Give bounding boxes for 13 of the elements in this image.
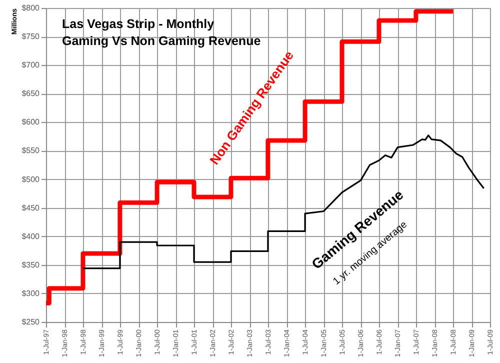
y-tick-label: $250 — [22, 318, 40, 326]
y-tick-label: $450 — [22, 203, 40, 212]
y-tick-label: $600 — [22, 118, 40, 127]
y-tick-label: $650 — [22, 89, 40, 98]
y-tick-label: $550 — [22, 146, 40, 156]
y-tick-label: $500 — [22, 174, 40, 184]
y-tick-label: $700 — [22, 60, 40, 70]
text: Las Vegas Strip - Monthly Gaming Vs Non Gaming Revenue — [62, 17, 261, 48]
y-tick-label: $350 — [22, 260, 40, 270]
y-tick-label: $400 — [22, 232, 40, 241]
y-tick-label: $750 — [22, 32, 40, 42]
y-tick-label: $300 — [22, 288, 40, 298]
y-tick-label: $800 — [22, 4, 40, 12]
